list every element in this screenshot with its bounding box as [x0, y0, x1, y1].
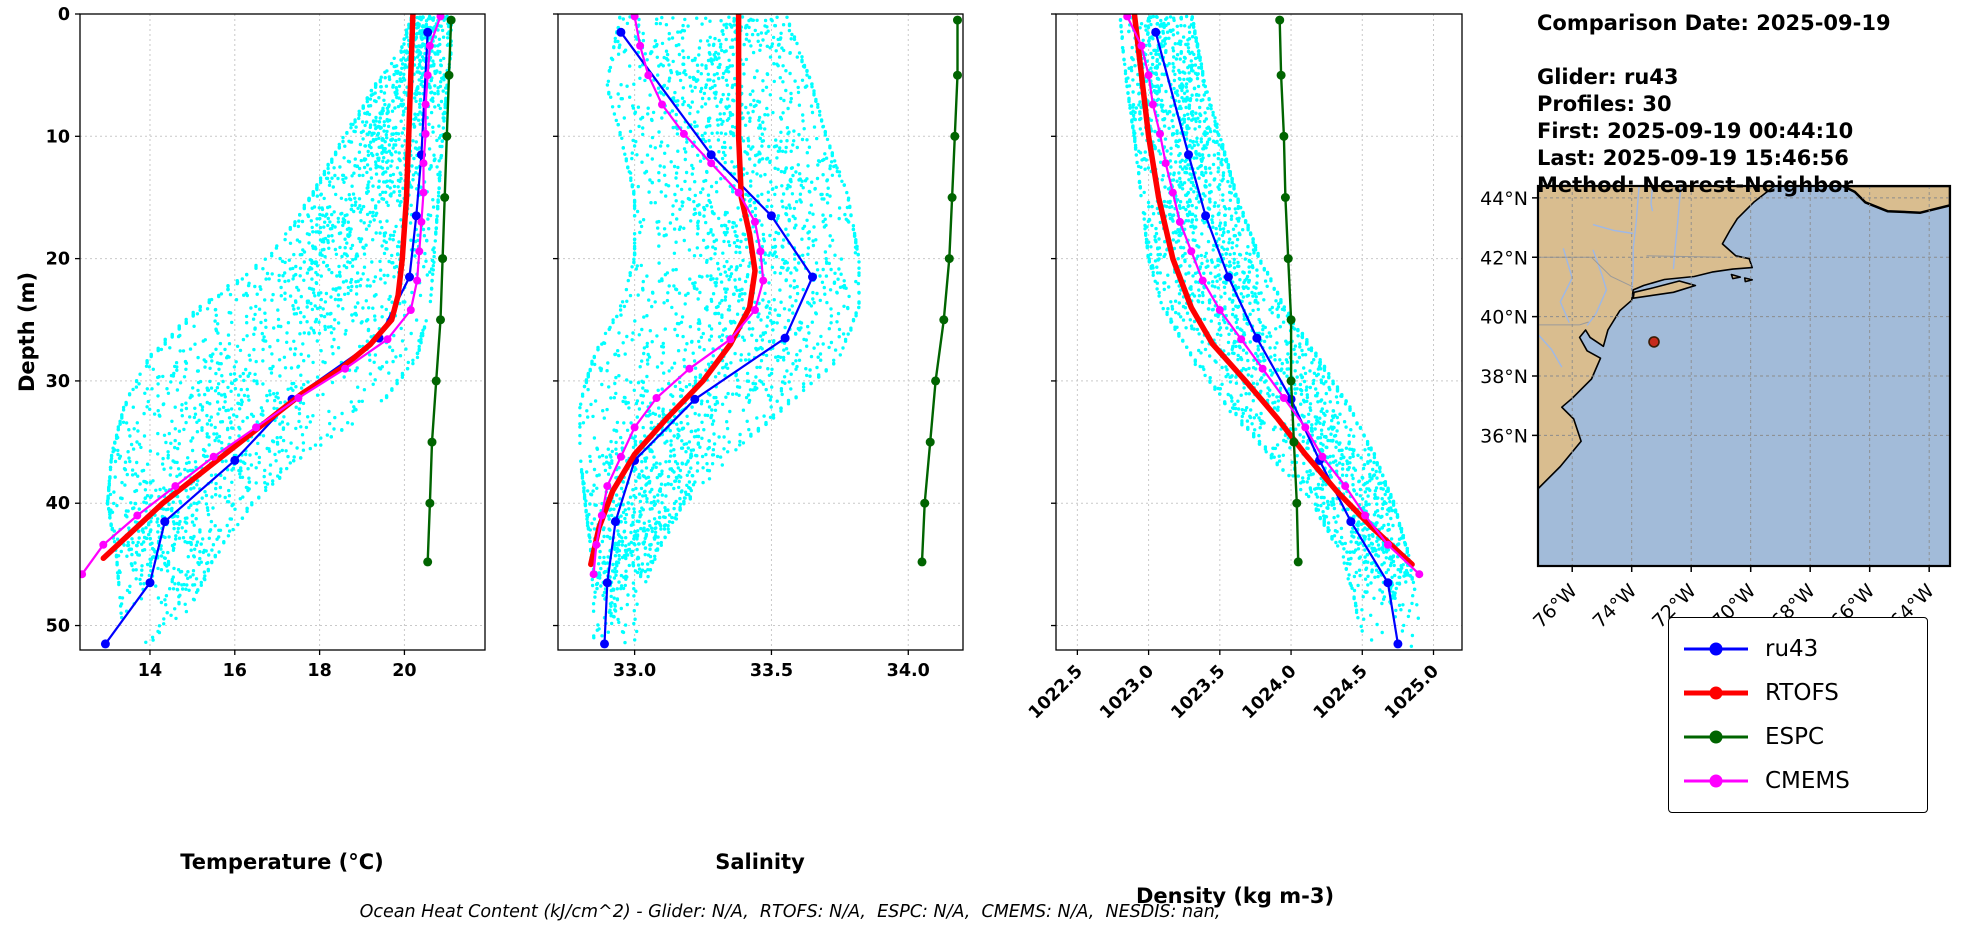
salinity-axis-label: Salinity: [715, 850, 805, 874]
legend-line-marker-ru43: [1684, 639, 1748, 659]
legend-label-ru43: ru43: [1765, 636, 1819, 662]
svg-text:16: 16: [223, 661, 247, 681]
temperature-axis-label: Temperature (°C): [180, 850, 384, 874]
axis-ticks: [1051, 13, 1435, 655]
density-axis-label: Density (kg m-3): [1135, 884, 1335, 908]
salinity-line-CMEMS: [589, 14, 768, 579]
salinity-line-ru43: [600, 27, 817, 649]
svg-text:40: 40: [46, 494, 70, 514]
map-ticks: [1532, 197, 1930, 572]
axis-ticks: [75, 13, 406, 655]
depth-axis-label: Depth (m): [15, 271, 39, 393]
salinity-panel: 33.0 33.5 34.0: [553, 13, 964, 681]
temperature-line-CMEMS: [80, 14, 445, 579]
interpolation-method: Method: Nearest-Neighbor: [1537, 173, 1853, 197]
legend-line-marker-cmems: [1684, 771, 1748, 791]
svg-text:50: 50: [46, 617, 70, 637]
svg-text:0: 0: [58, 5, 70, 25]
legend-item-ru43: ru43: [1669, 627, 1927, 671]
info-spacer: [1537, 37, 1891, 64]
legend-item-rtofs: RTOFS: [1669, 671, 1927, 715]
temperature-line-RTOFS: [100, 14, 416, 562]
density-panel: 1022.5 1023.0 1023.5 1024.0 1024.5 1025.0: [1025, 13, 1463, 723]
temperature-line-ESPC: [423, 15, 456, 567]
legend-line-marker-espc: [1684, 727, 1748, 747]
profile-count: Profiles: 30: [1537, 92, 1672, 116]
density-line-ru43: [1151, 27, 1403, 649]
svg-text:10: 10: [46, 127, 70, 147]
ocean-heat-content-caption: Ocean Heat Content (kJ/cm^2) - Glider: N…: [359, 902, 1221, 922]
glider-scatter-points: [1118, 14, 1421, 648]
legend-label-rtofs: RTOFS: [1765, 680, 1839, 706]
density-line-ESPC: [1275, 15, 1303, 567]
location-map: 36°N38°N40°N42°N44°N76°W 74°W 72°W 70°W 68°W…: [1480, 184, 1952, 633]
legend-label-espc: ESPC: [1765, 724, 1825, 750]
tick-labels: 33.0 33.5 34.0: [613, 661, 930, 681]
svg-text:30: 30: [46, 372, 70, 392]
map-grid: [1538, 186, 1950, 566]
salinity-line-ESPC: [917, 15, 962, 567]
density-line-CMEMS: [1123, 14, 1424, 579]
comparison-date: Comparison Date: 2025-09-19: [1537, 11, 1891, 35]
temperature-panel: 14 16 18 20 0 10 20 30 40 50: [46, 5, 486, 681]
tick-labels: 14 16 18 20 0 10 20 30 40 50: [46, 5, 417, 681]
legend: ru43 RTOFS ESPC CMEMS: [1668, 617, 1928, 813]
svg-text:20: 20: [46, 250, 70, 270]
legend-line-marker-rtofs: [1684, 683, 1748, 703]
salinity-line-RTOFS: [588, 14, 758, 568]
tick-labels: 1022.5 1023.0 1023.5 1024.0 1024.5 1025.0: [1025, 661, 1443, 723]
last-profile-time: Last: 2025-09-19 15:46:56: [1537, 146, 1849, 170]
legend-item-cmems: CMEMS: [1669, 759, 1927, 803]
svg-text:20: 20: [392, 661, 416, 681]
info-panel: Comparison Date: 2025-09-19 Glider: ru43…: [1537, 10, 1891, 199]
density-line-RTOFS: [1131, 14, 1415, 568]
first-profile-time: First: 2025-09-19 00:44:10: [1537, 119, 1854, 143]
glider-location-marker: [1648, 336, 1660, 348]
axis-ticks: [553, 13, 909, 655]
glider-name: Glider: ru43: [1537, 65, 1679, 89]
legend-item-espc: ESPC: [1669, 715, 1927, 759]
legend-label-cmems: CMEMS: [1765, 768, 1850, 794]
temperature-line-ru43: [100, 27, 433, 649]
svg-text:14: 14: [138, 661, 162, 681]
glider-scatter-points: [578, 15, 861, 645]
svg-text:18: 18: [307, 661, 331, 681]
